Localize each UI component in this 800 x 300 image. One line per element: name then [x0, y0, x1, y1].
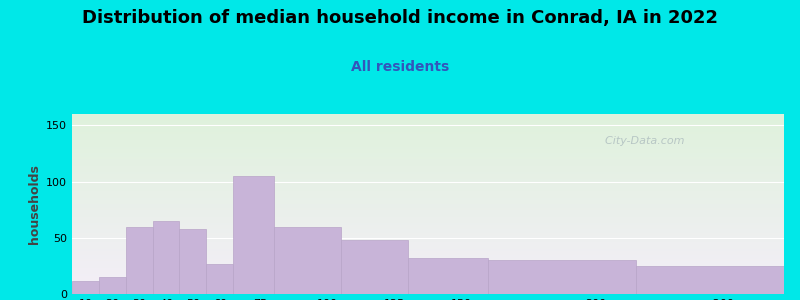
- Y-axis label: households: households: [27, 164, 41, 244]
- Bar: [408, 258, 489, 294]
- Text: City-Data.com: City-Data.com: [598, 136, 685, 146]
- Bar: [274, 226, 341, 294]
- Bar: [99, 277, 126, 294]
- Bar: [153, 221, 179, 294]
- Bar: [636, 266, 784, 294]
- Bar: [234, 176, 274, 294]
- Text: All residents: All residents: [351, 60, 449, 74]
- Bar: [206, 264, 234, 294]
- Bar: [341, 240, 408, 294]
- Bar: [72, 280, 99, 294]
- Bar: [126, 226, 153, 294]
- Bar: [489, 260, 636, 294]
- Text: Distribution of median household income in Conrad, IA in 2022: Distribution of median household income …: [82, 9, 718, 27]
- Bar: [179, 229, 206, 294]
